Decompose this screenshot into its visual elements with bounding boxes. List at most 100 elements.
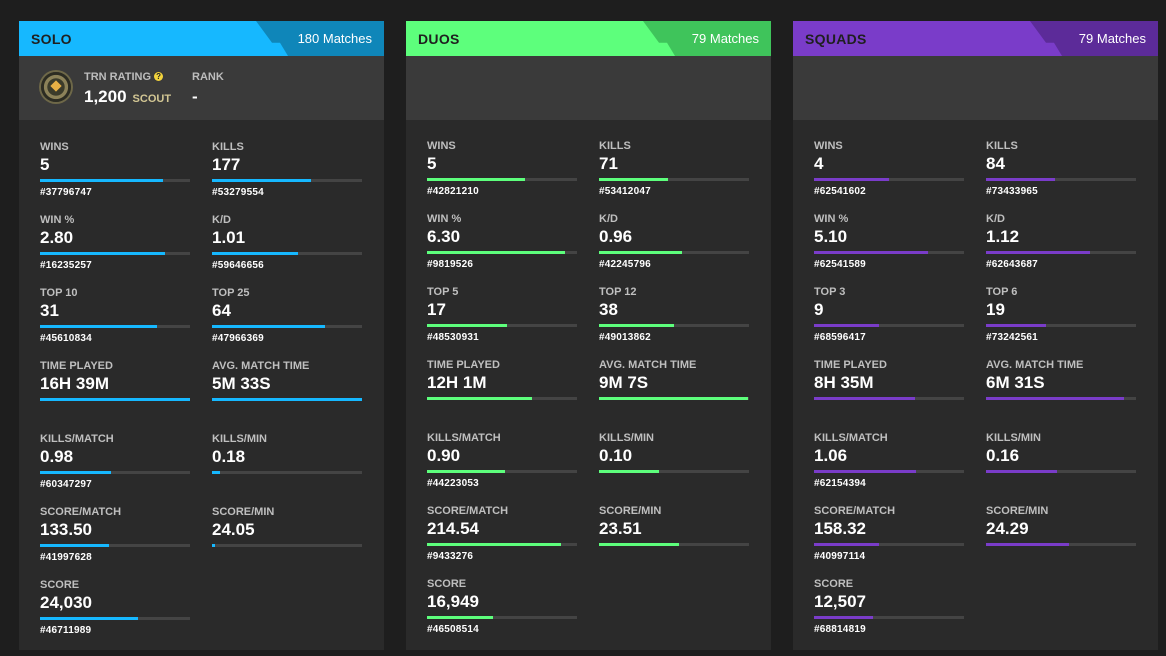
stat-percentile-bar: [212, 252, 362, 255]
stat-label: TIME PLAYED: [427, 359, 500, 371]
stat-label: KILLS/MATCH: [427, 432, 501, 444]
stat-label: SCORE: [814, 578, 854, 590]
stat-label: SCORE: [40, 579, 80, 591]
card-header: SOLO 180 Matches: [19, 21, 384, 56]
stat-score: SCORE 16,949 #46508514: [427, 578, 577, 635]
stat-label: TIME PLAYED: [40, 360, 113, 372]
stat-kills: KILLS 177 #53279554: [212, 141, 362, 198]
stat-percentile-bar: [986, 397, 1136, 400]
stat-rank: #48530931: [427, 332, 479, 343]
stat-percentile-fill: [40, 325, 157, 328]
stat-label: TOP 10: [40, 287, 78, 299]
stat-label: AVG. MATCH TIME: [212, 360, 310, 372]
stat-percentile-bar: [814, 251, 964, 254]
solo-card: SOLO 180 Matches TRN RATING? 1,200 SCOUT …: [19, 21, 384, 650]
stat-value: 0.96: [599, 227, 633, 246]
squads-card: SQUADS 79 Matches WINS 4 #62541602 KILLS 84 #…: [793, 21, 1158, 650]
stat-percentile-bar: [427, 616, 577, 619]
stat-percentile-fill: [40, 544, 109, 547]
stat-percentile-fill: [40, 179, 163, 182]
stat-value: 19: [986, 300, 1005, 319]
stat-rank: #40997114: [814, 551, 866, 562]
stat-percentile-fill: [814, 251, 928, 254]
stat-score: SCORE 24,030 #46711989: [40, 579, 190, 636]
stat-value: 5: [427, 154, 437, 173]
stat-avg-match-time: AVG. MATCH TIME 9M 7S: [599, 359, 749, 400]
stat-value: 0.90: [427, 446, 461, 465]
stat-value: 5M 33S: [212, 374, 271, 393]
stat-percentile-fill: [599, 324, 674, 327]
stat-value: 5: [40, 155, 50, 174]
stat-value: 158.32: [814, 519, 866, 538]
stat-percentile-bar: [986, 178, 1136, 181]
stat-value: 5.10: [814, 227, 848, 246]
stat-rank: #41997628: [40, 552, 92, 563]
stat-kills: KILLS 84 #73433965: [986, 140, 1136, 197]
stat-label: SCORE/MATCH: [427, 505, 509, 517]
stat-label: SCORE/MATCH: [40, 506, 122, 518]
stat-rank: #46711989: [40, 625, 92, 636]
stat-value: 23.51: [599, 519, 642, 538]
stat-label: WIN %: [814, 213, 849, 225]
stat-percentile-bar: [599, 543, 749, 546]
stat-avg-match-time: AVG. MATCH TIME 5M 33S: [212, 360, 362, 401]
stat-percentile-bar: [40, 325, 190, 328]
stat-percentile-bar: [814, 324, 964, 327]
stat-percentile-fill: [986, 324, 1046, 327]
stat-label: AVG. MATCH TIME: [986, 359, 1084, 371]
stat-percentile-fill: [814, 616, 873, 619]
stat-rank: #62541589: [814, 259, 866, 270]
stat-percentile-fill: [212, 179, 311, 182]
stat-label: K/D: [599, 213, 618, 225]
stat-percentile-bar: [212, 471, 362, 474]
stat-rank: #16235257: [40, 260, 92, 271]
stat-percentile-bar: [986, 324, 1136, 327]
stat-percentile-bar: [427, 251, 577, 254]
stat-value: 12,507: [814, 592, 866, 611]
stat-value: 24.29: [986, 519, 1029, 538]
stat-percentile-bar: [427, 178, 577, 181]
stat-value: 71: [599, 154, 618, 173]
stat-label: WIN %: [40, 214, 75, 226]
stat-percentile-fill: [814, 324, 879, 327]
trn-rating-value: 1,200 SCOUT: [84, 87, 171, 107]
stat-percentile-fill: [427, 178, 525, 181]
stat-percentile-bar: [986, 543, 1136, 546]
stat-wins: WINS 5 #37796747: [40, 141, 190, 198]
stat-value: 38: [599, 300, 618, 319]
stat-label: KILLS/MIN: [212, 433, 267, 445]
stat-value: 0.10: [599, 446, 633, 465]
stat-rank: #59646656: [212, 260, 264, 271]
stat-rank: #49013862: [599, 332, 651, 343]
stat-rank: #44223053: [427, 478, 479, 489]
stat-percentile-fill: [427, 397, 532, 400]
trn-rating-number: 1,200: [84, 87, 127, 106]
stat-kills-min: KILLS/MIN 0.16: [986, 432, 1136, 473]
stat-percentile-fill: [814, 543, 879, 546]
stat-label: TOP 3: [814, 286, 846, 298]
stat-value: 9: [814, 300, 824, 319]
stat-win: WIN % 6.30 #9819526: [427, 213, 577, 270]
card-header: DUOS 79 Matches: [406, 21, 771, 56]
stat-percentile-fill: [40, 252, 165, 255]
stat-kills-match: KILLS/MATCH 0.98 #60347297: [40, 433, 190, 490]
stat-label: TOP 25: [212, 287, 250, 299]
stat-percentile-fill: [986, 543, 1069, 546]
stat-kills-min: KILLS/MIN 0.10: [599, 432, 749, 473]
stat-k-d: K/D 0.96 #42245796: [599, 213, 749, 270]
help-icon[interactable]: ?: [154, 72, 164, 81]
trn-rating-label: TRN RATING?: [84, 71, 164, 83]
stat-value: 17: [427, 300, 446, 319]
rank-value: -: [192, 87, 198, 106]
stat-percentile-bar: [40, 398, 190, 401]
stat-percentile-bar: [599, 397, 749, 400]
stat-label: KILLS/MIN: [986, 432, 1041, 444]
stat-percentile-fill: [212, 398, 362, 401]
stat-percentile-bar: [814, 543, 964, 546]
matches-count: 79 Matches: [691, 31, 759, 46]
stat-percentile-bar: [427, 397, 577, 400]
card-title: DUOS: [418, 31, 460, 47]
stat-label: KILLS: [986, 140, 1018, 152]
stat-percentile-fill: [427, 251, 565, 254]
stat-label: SCORE/MIN: [599, 505, 662, 517]
